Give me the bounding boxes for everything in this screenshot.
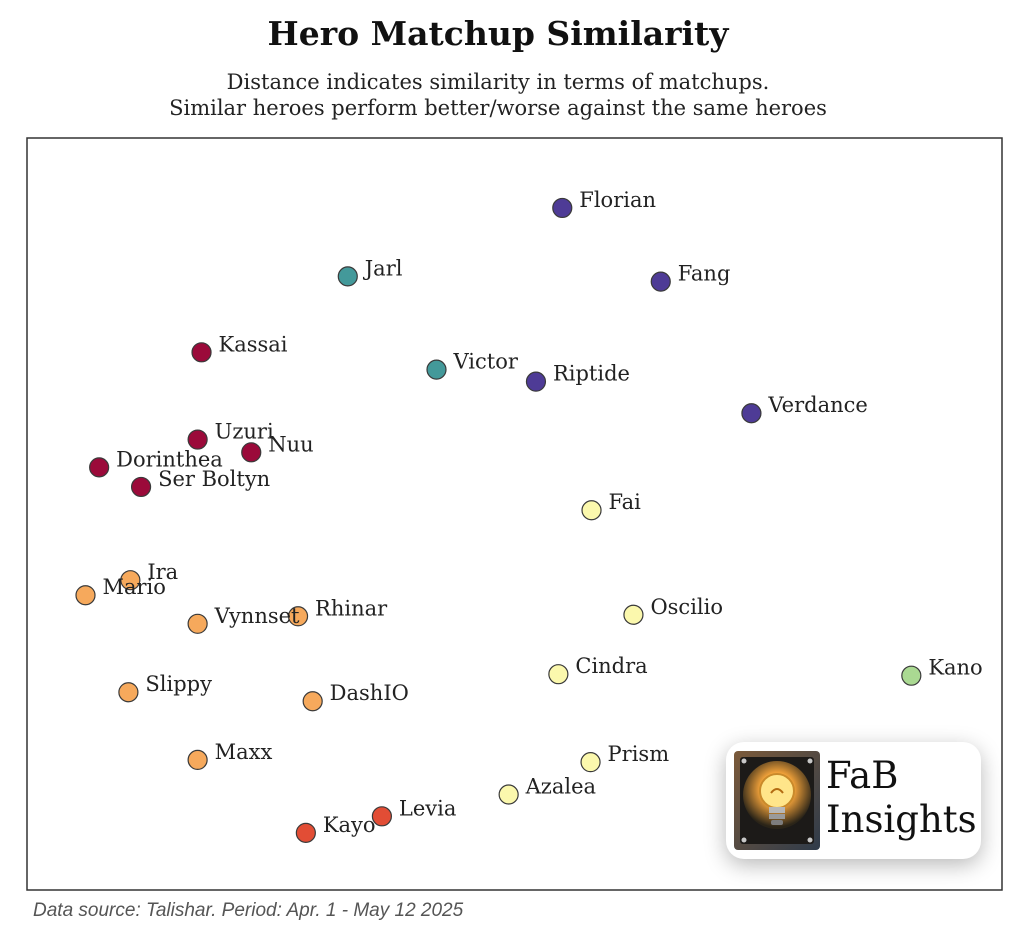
lightbulb-icon bbox=[734, 751, 820, 850]
logo-line-2: Insights bbox=[826, 798, 977, 841]
point-label-victor: Victor bbox=[453, 350, 519, 374]
logo-line-1: FaB bbox=[826, 754, 899, 797]
point-label-azalea: Azalea bbox=[525, 774, 596, 798]
point-verdance bbox=[741, 403, 762, 424]
point-label-mario: Mario bbox=[103, 575, 166, 599]
point-label-fang: Fang bbox=[678, 262, 731, 286]
point-maxx bbox=[187, 749, 208, 771]
point-label-ira: Ira bbox=[147, 560, 178, 584]
chart-subtitle-line-1: Distance indicates similarity in terms o… bbox=[226, 70, 770, 94]
point-kano bbox=[901, 665, 922, 686]
point-label-prism: Prism bbox=[608, 742, 670, 766]
point-label-maxx: Maxx bbox=[215, 740, 273, 764]
point-florian bbox=[552, 197, 573, 219]
point-label-ser-boltyn: Ser Boltyn bbox=[158, 467, 270, 491]
point-ser-boltyn bbox=[130, 476, 152, 498]
point-nuu bbox=[241, 442, 262, 463]
logo-wordmark: FaB Insights bbox=[826, 754, 977, 842]
point-label-vynnset: Vynnset bbox=[214, 604, 300, 628]
point-riptide bbox=[525, 371, 547, 392]
point-vynnset bbox=[187, 613, 208, 634]
point-victor bbox=[426, 359, 447, 380]
point-azalea bbox=[498, 784, 519, 805]
point-mario bbox=[75, 585, 96, 606]
point-cindra bbox=[548, 664, 569, 685]
point-uzuri bbox=[187, 429, 208, 450]
point-fang bbox=[650, 271, 671, 292]
point-label-kayo: Kayo bbox=[323, 813, 376, 837]
point-label-jarl: Jarl bbox=[363, 256, 403, 280]
point-kassai bbox=[191, 342, 212, 363]
chart-subtitle-line-2: Similar heroes perform better/worse agai… bbox=[169, 96, 827, 120]
point-label-dorinthea: Dorinthea bbox=[116, 447, 223, 471]
point-label-nuu: Nuu bbox=[268, 432, 313, 456]
point-label-levia: Levia bbox=[399, 796, 456, 820]
point-label-riptide: Riptide bbox=[553, 362, 630, 386]
point-dorinthea bbox=[89, 457, 110, 478]
point-rhinar bbox=[287, 606, 309, 627]
point-levia bbox=[371, 806, 392, 827]
data-source-note: Data source: Talishar. Period: Apr. 1 - … bbox=[33, 900, 464, 921]
point-label-cindra: Cindra bbox=[575, 654, 647, 678]
point-label-florian: Florian bbox=[579, 188, 656, 212]
point-label-dashio: DashIO bbox=[330, 681, 409, 705]
point-label-kano: Kano bbox=[928, 656, 982, 680]
point-dashio bbox=[302, 691, 323, 712]
fab-insights-logo: FaB Insights bbox=[726, 742, 981, 859]
point-kayo bbox=[295, 822, 316, 843]
point-label-fai: Fai bbox=[609, 490, 642, 514]
point-ira bbox=[120, 570, 141, 591]
chart-title: Hero Matchup Similarity bbox=[267, 14, 729, 53]
point-label-slippy: Slippy bbox=[145, 672, 212, 696]
point-label-uzuri: Uzuri bbox=[215, 420, 274, 444]
point-prism bbox=[580, 752, 601, 773]
point-jarl bbox=[337, 266, 358, 287]
point-label-rhinar: Rhinar bbox=[315, 596, 388, 620]
point-slippy bbox=[118, 682, 139, 703]
point-label-oscilio: Oscilio bbox=[650, 595, 723, 619]
point-label-verdance: Verdance bbox=[767, 393, 867, 417]
points-layer: Florian Jarl Fang Kassai Victor Riptide Verdan… bbox=[75, 188, 983, 843]
point-fai bbox=[581, 500, 602, 521]
plot-frame bbox=[26, 137, 1003, 891]
point-oscilio bbox=[623, 604, 644, 625]
point-label-kassai: Kassai bbox=[219, 332, 288, 356]
